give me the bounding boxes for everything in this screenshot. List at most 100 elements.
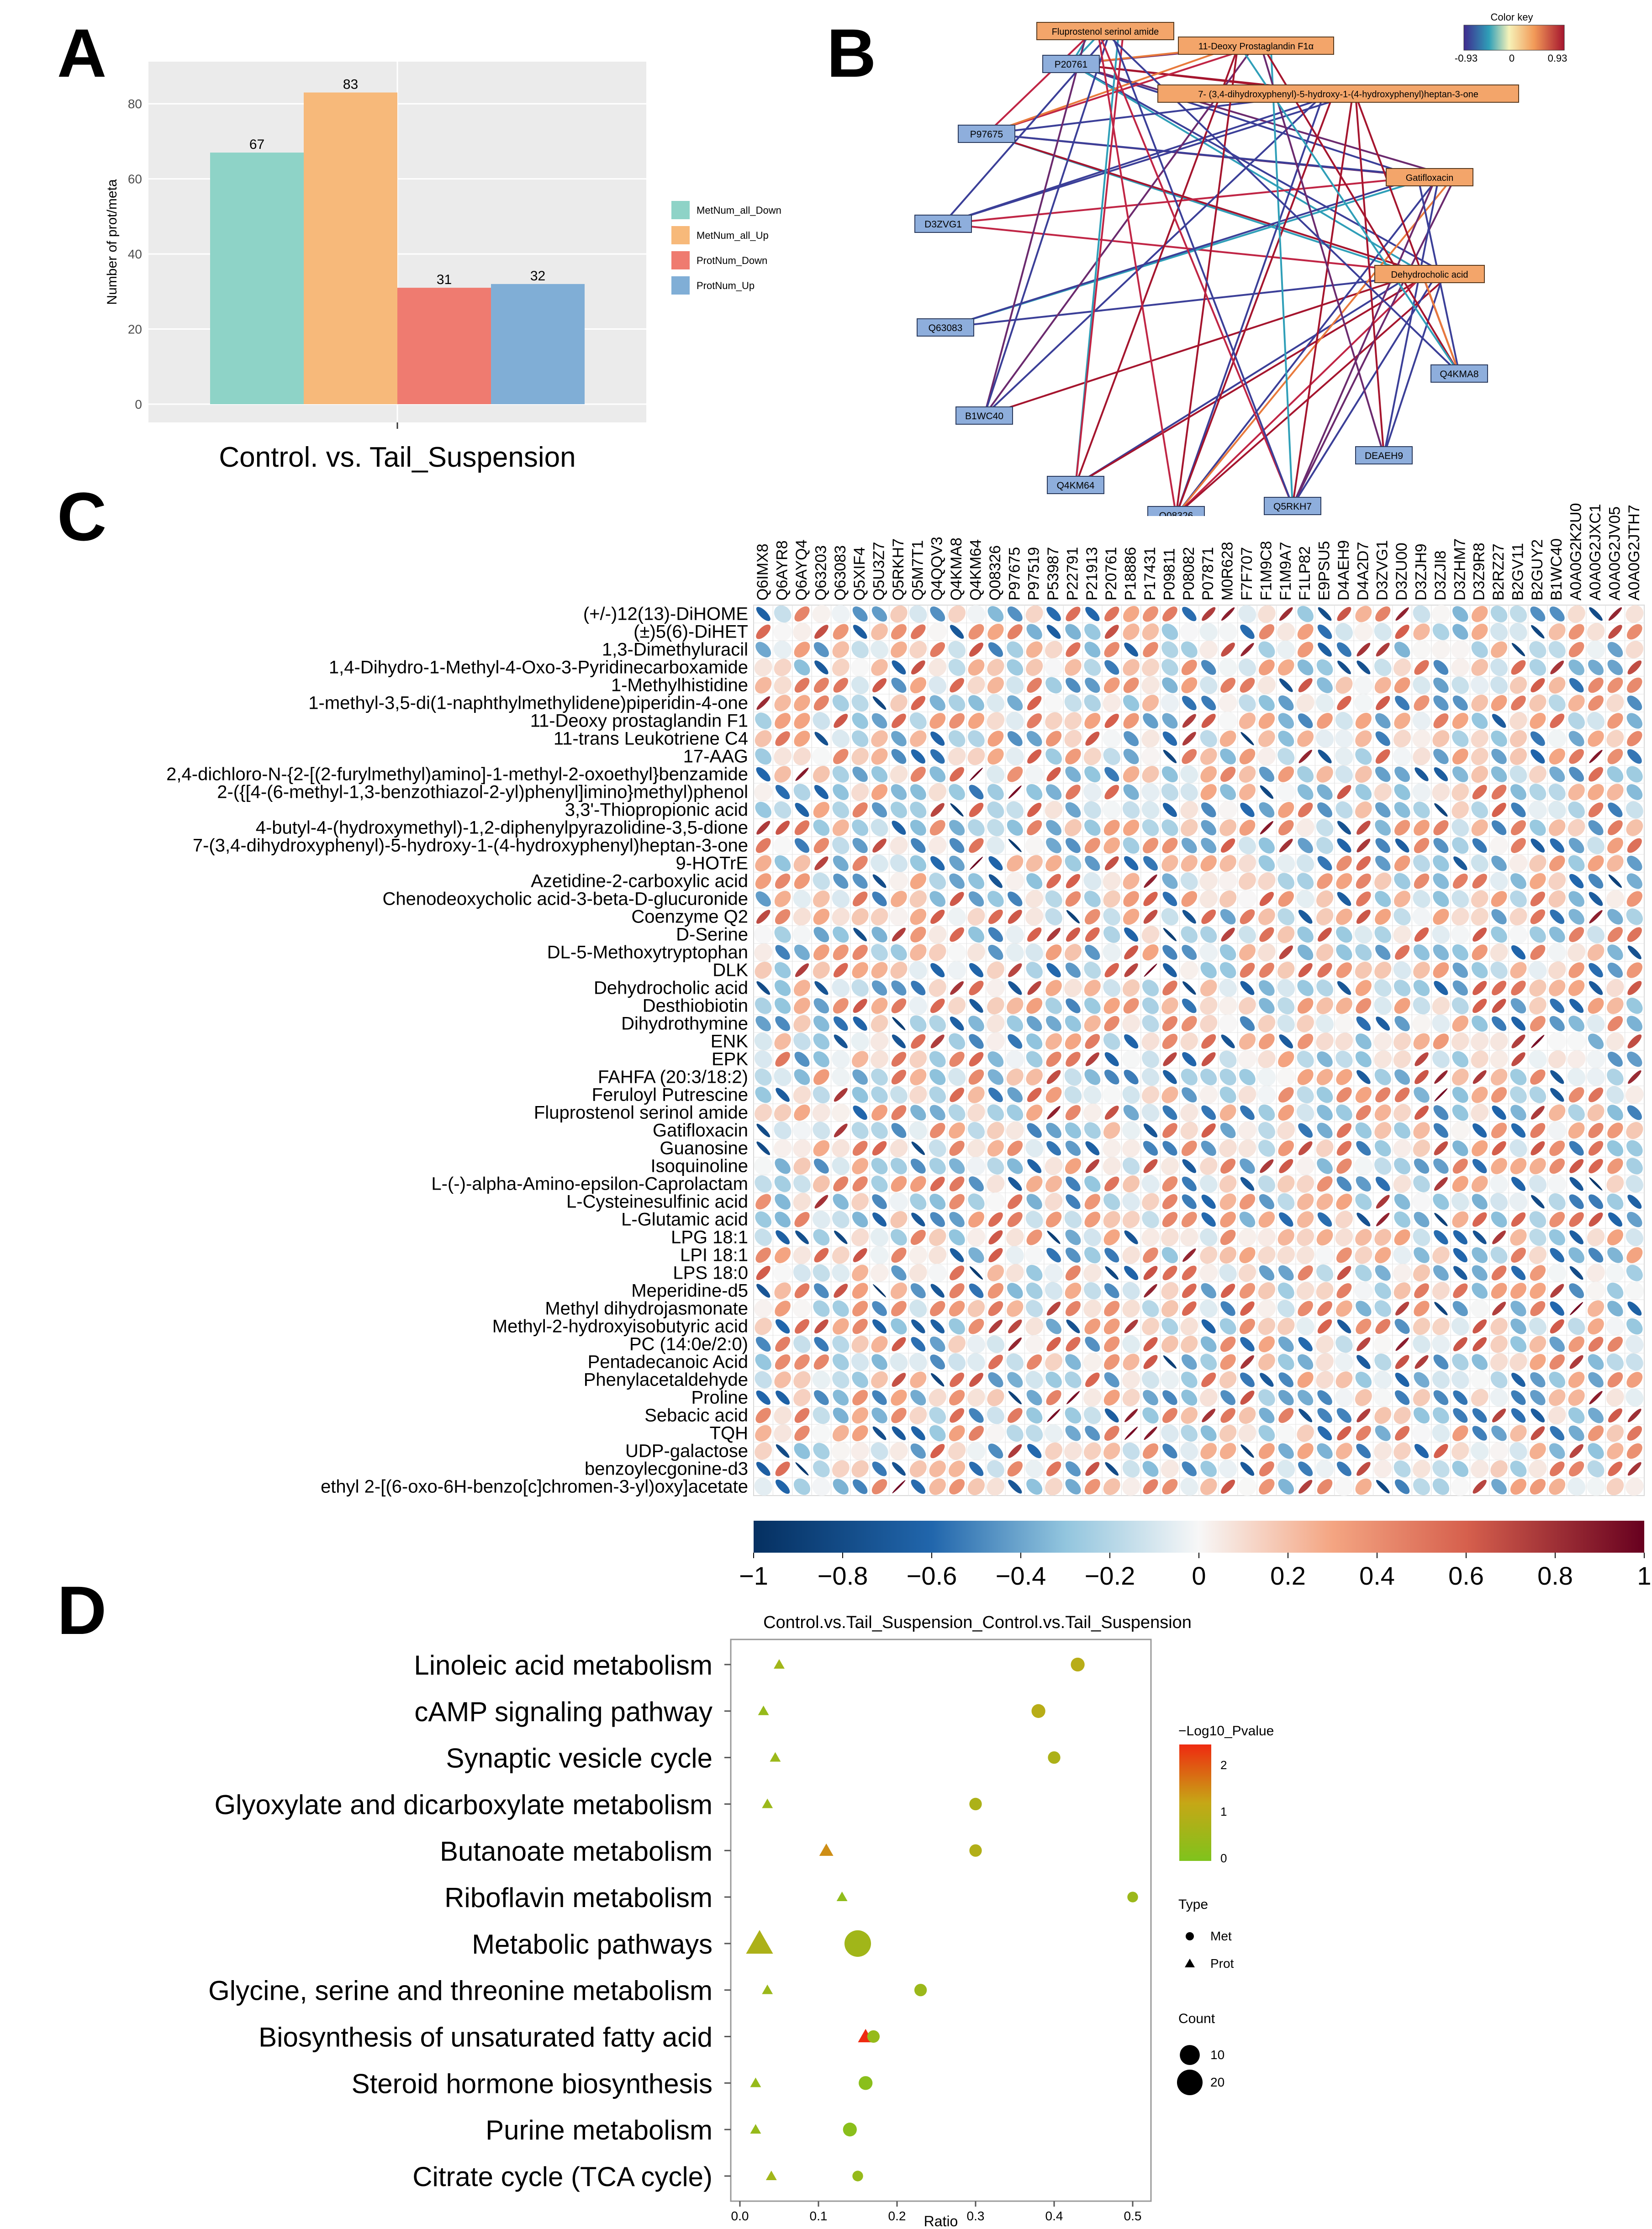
- svg-text:B1WC40: B1WC40: [965, 411, 1003, 422]
- correlation-ellipse: [929, 836, 947, 855]
- correlation-ellipse: [968, 891, 984, 907]
- correlation-ellipse: [1587, 712, 1605, 730]
- correlation-ellipse: [794, 659, 810, 675]
- correlation-ellipse: [1355, 784, 1372, 801]
- correlation-ellipse: [987, 677, 1004, 694]
- x-axis-label: Ratio: [924, 2213, 958, 2229]
- legend-label: ProtNum_Up: [697, 280, 755, 291]
- correlation-ellipse: [1180, 872, 1198, 890]
- correlation-ellipse: [910, 784, 926, 800]
- correlation-ellipse: [793, 622, 811, 641]
- correlation-ellipse: [871, 659, 888, 676]
- network-edge: [1292, 177, 1437, 506]
- correlation-ellipse: [773, 622, 792, 641]
- correlation-ellipse: [1453, 856, 1467, 870]
- correlation-ellipse: [1317, 873, 1333, 889]
- legend-swatch: [671, 201, 690, 219]
- correlation-ellipse: [930, 642, 945, 657]
- protein-node: P20761: [1042, 55, 1100, 73]
- correlation-ellipse: [1394, 873, 1410, 890]
- correlation-ellipse: [1356, 643, 1371, 657]
- correlation-ellipse: [1354, 694, 1373, 712]
- colorbar: −1 −0.8 −0.6 −0.4 −0.2 0 0.2 0.4 0.6 0.8 1: [739, 1521, 1652, 1590]
- correlation-ellipse: [1318, 607, 1332, 621]
- correlation-ellipse: [1066, 678, 1081, 693]
- row-label: 4-butyl-4-(hydroxymethyl)-1,2-diphenylpy…: [256, 818, 748, 838]
- row-label: Pentadecanoic Acid: [588, 1352, 748, 1372]
- correlation-ellipse: [871, 819, 888, 837]
- correlation-ellipse: [1589, 607, 1603, 621]
- column-label: Q63083: [832, 545, 849, 601]
- correlation-ellipse: [1278, 766, 1294, 782]
- correlation-ellipse: [1393, 730, 1411, 748]
- correlation-ellipse: [1220, 784, 1236, 800]
- correlation-ellipse: [968, 659, 985, 676]
- correlation-ellipse: [1007, 695, 1023, 711]
- correlation-ellipse: [872, 696, 887, 710]
- column-label: A0A0G2JXC1: [1587, 504, 1604, 601]
- heatmap-cells: [753, 605, 1645, 1496]
- correlation-ellipse: [1471, 748, 1488, 765]
- correlation-ellipse: [1181, 855, 1198, 872]
- correlation-ellipse: [1277, 622, 1295, 641]
- bar-value-label: 67: [249, 137, 264, 152]
- correlation-ellipse: [1258, 712, 1275, 729]
- column-label: P07871: [1199, 547, 1217, 601]
- plot-title: Control.vs.Tail_Suspension_Control.vs.Ta…: [763, 1613, 1192, 1632]
- correlation-ellipse: [1608, 607, 1622, 621]
- row-label: UDP-galactose: [625, 1441, 748, 1461]
- correlation-ellipse: [1509, 623, 1527, 641]
- correlation-ellipse: [1394, 677, 1410, 693]
- protein-node: Q5RKH7: [1264, 497, 1321, 515]
- column-label: B2GUY2: [1529, 539, 1546, 601]
- correlation-ellipse: [1549, 766, 1565, 782]
- correlation-ellipse: [775, 873, 791, 889]
- correlation-ellipse: [1434, 767, 1448, 781]
- column-label: F1LP82: [1296, 546, 1314, 601]
- column-label: P17431: [1141, 547, 1159, 601]
- correlation-ellipse: [1509, 605, 1527, 623]
- correlation-ellipse: [1626, 801, 1643, 819]
- correlation-ellipse: [1433, 820, 1449, 836]
- correlation-ellipse: [1141, 801, 1160, 819]
- correlation-ellipse: [1027, 713, 1042, 728]
- correlation-ellipse: [773, 836, 792, 855]
- correlation-ellipse: [1027, 749, 1042, 764]
- correlation-ellipse: [1490, 659, 1508, 676]
- correlation-ellipse: [1414, 873, 1430, 889]
- correlation-ellipse: [1548, 695, 1566, 711]
- legend-color-bar: [1179, 1744, 1211, 1861]
- correlation-ellipse: [1375, 749, 1390, 764]
- correlation-ellipse: [1279, 607, 1293, 621]
- correlation-ellipse: [1626, 766, 1643, 783]
- correlation-ellipse: [987, 606, 1004, 622]
- correlation-ellipse: [1626, 873, 1642, 889]
- correlation-ellipse: [1277, 854, 1295, 873]
- correlation-ellipse: [1141, 729, 1160, 748]
- column-label: P22791: [1064, 547, 1081, 601]
- network-edge: [1075, 45, 1240, 485]
- correlation-ellipse: [1219, 658, 1237, 677]
- correlation-ellipse: [1180, 765, 1198, 783]
- correlation-ellipse: [1123, 748, 1139, 764]
- correlation-ellipse: [1008, 785, 1022, 799]
- correlation-ellipse: [1239, 694, 1256, 712]
- row-label: TQH: [710, 1423, 748, 1444]
- correlation-ellipse: [1491, 820, 1507, 835]
- correlation-ellipse: [1451, 640, 1470, 659]
- correlation-ellipse: [1006, 676, 1024, 694]
- legend-color-title: −Log10_Pvalue: [1178, 1723, 1274, 1739]
- correlation-ellipse: [1412, 729, 1431, 748]
- y-tick-label: 40: [128, 247, 142, 261]
- row-label: ethyl 2-[(6-oxo-6H-benzo[c]chromen-3-yl)…: [321, 1477, 748, 1497]
- row-label: Sebacic acid: [644, 1406, 748, 1426]
- correlation-ellipse: [871, 854, 888, 872]
- row-label: Dihydrothymine: [621, 1014, 748, 1034]
- correlation-ellipse: [1413, 801, 1430, 818]
- correlation-ellipse: [1335, 765, 1353, 783]
- svg-text:Gatifloxacin: Gatifloxacin: [1406, 173, 1454, 183]
- colorbar-tick-label: −1: [739, 1561, 768, 1590]
- correlation-ellipse: [1083, 801, 1101, 819]
